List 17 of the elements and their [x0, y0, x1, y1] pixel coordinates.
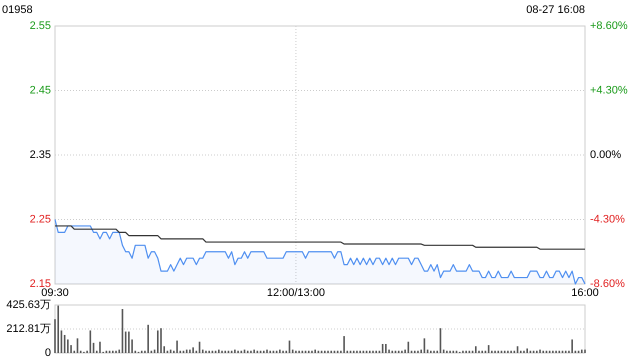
- chart-title: 01958: [2, 4, 33, 16]
- line-series: [54, 225, 586, 250]
- x-tick-label: 09:30: [41, 286, 69, 299]
- text: 08-27 16:08: [526, 4, 585, 16]
- y2-tick-label: -4.30%: [590, 213, 626, 226]
- y-tick-label: 425.63万: [6, 298, 51, 311]
- y-tick-label: 2.25: [30, 213, 51, 226]
- y-tick-label: 2.55: [30, 20, 51, 32]
- x-tick-label: 12:00/13:00: [266, 286, 325, 299]
- y2-tick-label: +8.60%: [590, 20, 628, 32]
- y-tick-label: 212.81万: [6, 322, 51, 335]
- y2-tick-label: +4.30%: [590, 84, 628, 96]
- y2-tick-label: 0.00%: [590, 148, 622, 161]
- y-tick-label: 2.35: [30, 148, 51, 161]
- x-tick-label: 16:00: [571, 286, 599, 299]
- y-tick-label: 2.45: [30, 84, 51, 96]
- y-tick-label: 0: [44, 346, 51, 359]
